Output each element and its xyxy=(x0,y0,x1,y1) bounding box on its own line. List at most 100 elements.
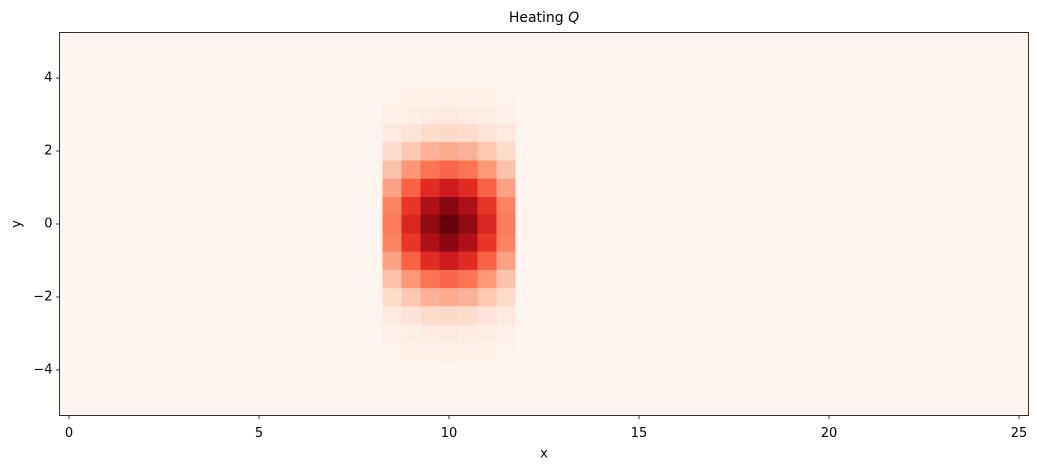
heatmap-cell xyxy=(192,105,212,124)
heatmap-cell xyxy=(591,342,611,362)
heatmap-cell xyxy=(116,324,136,343)
heatmap-cell xyxy=(705,287,725,307)
heatmap-cell xyxy=(135,178,155,197)
heatmap-cell xyxy=(705,251,725,270)
heatmap-cell xyxy=(743,269,763,289)
heatmap-cell xyxy=(610,397,630,416)
heatmap-cell xyxy=(838,269,858,289)
heatmap-cell xyxy=(325,160,345,179)
heatmap-cell xyxy=(382,287,402,307)
heatmap-cell xyxy=(914,123,934,143)
heatmap-cell xyxy=(572,32,592,51)
chart-title: Heating Q xyxy=(509,10,579,26)
heatmap-cell xyxy=(287,87,307,106)
heatmap-cell xyxy=(724,196,744,216)
heatmap-cell xyxy=(268,214,288,234)
heatmap-cell xyxy=(173,287,193,307)
heatmap-cell xyxy=(173,269,193,289)
heatmap-cell xyxy=(439,196,459,216)
heatmap-cell xyxy=(534,342,554,362)
heatmap-cell xyxy=(477,342,497,362)
heatmap-cell xyxy=(401,342,421,362)
heatmap-cell xyxy=(116,342,136,362)
heatmap-cell xyxy=(724,324,744,343)
heatmap-cell xyxy=(914,87,934,106)
heatmap-cell xyxy=(116,269,136,289)
x-tick-label: 20 xyxy=(821,426,838,441)
heatmap-cell xyxy=(420,324,440,343)
heatmap-cell xyxy=(762,306,782,325)
heatmap-cell xyxy=(173,233,193,252)
heatmap-cell xyxy=(439,342,459,362)
x-tick-label: 5 xyxy=(255,426,263,441)
heatmap-cell xyxy=(895,360,915,380)
heatmap-cell xyxy=(401,324,421,343)
heatmap-cell xyxy=(420,178,440,197)
heatmap-cell xyxy=(78,324,98,343)
heatmap-cell xyxy=(268,269,288,289)
heatmap-cell xyxy=(211,360,231,380)
heatmap-cell xyxy=(610,269,630,289)
heatmap-cell xyxy=(515,68,535,88)
heatmap-cell xyxy=(819,251,839,270)
heatmap-cell xyxy=(230,50,250,70)
heatmap-cell xyxy=(971,251,991,270)
heatmap-cell xyxy=(154,306,174,325)
heatmap-cell xyxy=(401,50,421,70)
heatmap-cell xyxy=(116,214,136,234)
heatmap-cell xyxy=(667,269,687,289)
heatmap-cell xyxy=(667,233,687,252)
heatmap-cell xyxy=(439,306,459,325)
heatmap-cell xyxy=(287,324,307,343)
heatmap-cell xyxy=(762,178,782,197)
heatmap-cell xyxy=(382,178,402,197)
heatmap-cell xyxy=(325,342,345,362)
heatmap-cell xyxy=(325,214,345,234)
heatmap-cell xyxy=(534,214,554,234)
heatmap-cell xyxy=(268,342,288,362)
heatmap-cell xyxy=(648,68,668,88)
heatmap-cell xyxy=(230,105,250,124)
heatmap-cell xyxy=(97,306,117,325)
heatmap-cell xyxy=(971,214,991,234)
heatmap-cell xyxy=(705,178,725,197)
heatmap-cell xyxy=(97,123,117,143)
heatmap-cell xyxy=(154,141,174,161)
heatmap-cell xyxy=(135,141,155,161)
heatmap-cell xyxy=(534,68,554,88)
heatmap-cell xyxy=(876,379,896,398)
heatmap-cell xyxy=(401,379,421,398)
heatmap-cell xyxy=(990,68,1010,88)
heatmap-cell xyxy=(78,105,98,124)
heatmap-cell xyxy=(534,360,554,380)
heatmap-cell xyxy=(287,50,307,70)
heatmap-cell xyxy=(382,105,402,124)
heatmap-cell xyxy=(857,123,877,143)
heatmap-cell xyxy=(724,214,744,234)
heatmap-cell xyxy=(59,123,79,143)
heatmap-cell xyxy=(895,68,915,88)
heatmap-cell xyxy=(553,342,573,362)
heatmap-cell xyxy=(344,379,364,398)
heatmap-cell xyxy=(116,141,136,161)
heatmap-cell xyxy=(230,178,250,197)
heatmap-cell xyxy=(496,68,516,88)
heatmap-cell xyxy=(534,269,554,289)
heatmap-cell xyxy=(876,178,896,197)
heatmap-cell xyxy=(59,50,79,70)
heatmap-cell xyxy=(230,397,250,416)
heatmap-cell xyxy=(325,178,345,197)
heatmap-cell xyxy=(496,251,516,270)
heatmap-cell xyxy=(724,379,744,398)
heatmap-cell xyxy=(743,251,763,270)
heatmap-cell xyxy=(781,123,801,143)
heatmap-cell xyxy=(667,68,687,88)
heatmap-cell xyxy=(933,178,953,197)
heatmap-cell xyxy=(952,32,972,51)
heatmap-cell xyxy=(1009,50,1029,70)
heatmap-cell xyxy=(914,196,934,216)
heatmap-cell xyxy=(173,214,193,234)
heatmap-cell xyxy=(268,178,288,197)
heatmap-cell xyxy=(287,141,307,161)
heatmap-cell xyxy=(78,196,98,216)
